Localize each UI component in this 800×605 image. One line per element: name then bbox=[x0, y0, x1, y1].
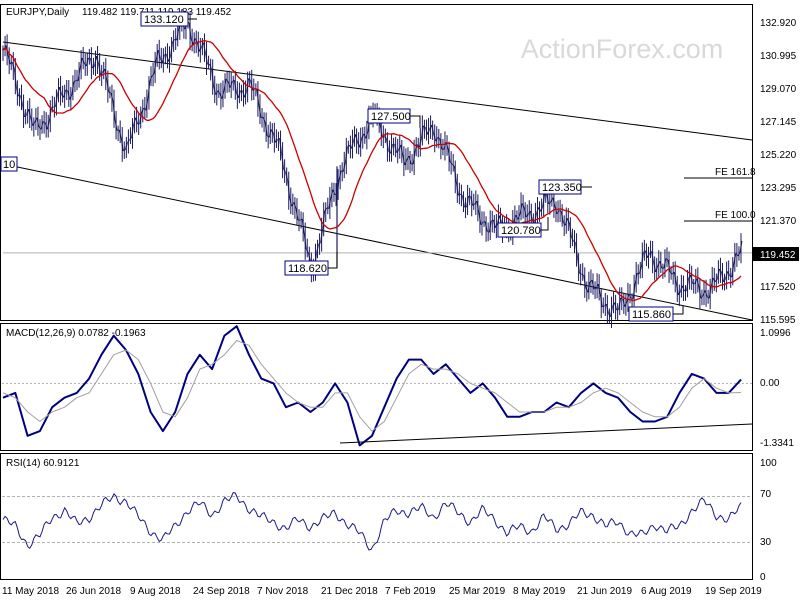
fe-100-label: FE 100.0 bbox=[715, 210, 756, 221]
candle-body bbox=[109, 92, 111, 93]
candle-body bbox=[617, 309, 619, 310]
chart-symbol: EURJPY,Daily bbox=[6, 7, 69, 18]
candle-body bbox=[52, 107, 54, 108]
x-tick-label: 9 Aug 2018 bbox=[130, 586, 181, 597]
rsi-tick-0: 0 bbox=[760, 572, 766, 583]
price-tick-label: 117.520 bbox=[760, 282, 796, 293]
fe-161-8-label: FE 161.8 bbox=[715, 167, 756, 178]
annotation-label-clipped: 10 bbox=[3, 159, 15, 171]
last-price-label: 119.452 bbox=[760, 250, 796, 261]
watermark: ActionForex.com bbox=[521, 34, 724, 64]
candle-body bbox=[117, 130, 119, 131]
price-tick-label: 132.920 bbox=[760, 18, 797, 29]
rsi-tick-70: 70 bbox=[760, 489, 772, 500]
price-tick-label: 115.595 bbox=[760, 315, 796, 326]
price-tick-label: 123.295 bbox=[760, 183, 797, 194]
annotation-label-127-500: 127.500 bbox=[371, 111, 411, 123]
annotation-label-123-350: 123.350 bbox=[542, 182, 582, 194]
candle-body bbox=[19, 95, 21, 96]
annotation-label-133-120: 133.120 bbox=[144, 14, 184, 26]
rsi-tick-30: 30 bbox=[760, 537, 772, 548]
x-tick-label: 8 May 2019 bbox=[513, 586, 566, 597]
price-tick-label: 129.070 bbox=[760, 84, 797, 95]
candle-body bbox=[469, 196, 471, 197]
x-tick-label: 19 Sep 2019 bbox=[705, 586, 762, 597]
annotation-label-120-780: 120.780 bbox=[501, 225, 541, 237]
rsi-tick-100: 100 bbox=[760, 458, 777, 469]
macd-tick-bottom: -1.3341 bbox=[760, 438, 794, 449]
x-tick-label: 26 Jun 2018 bbox=[66, 586, 121, 597]
x-tick-label: 24 Sep 2018 bbox=[193, 586, 250, 597]
price-tick-label: 130.995 bbox=[760, 51, 797, 62]
x-tick-label: 6 Aug 2019 bbox=[641, 586, 692, 597]
candle-body bbox=[175, 39, 177, 40]
candle-body bbox=[327, 208, 329, 209]
annotation-label-115-860: 115.860 bbox=[632, 309, 671, 321]
x-tick-label: 25 Mar 2019 bbox=[449, 586, 506, 597]
candle-body bbox=[602, 306, 604, 307]
macd-title: MACD(12,26,9) 0.0782 -0.1963 bbox=[6, 328, 146, 339]
price-tick-label: 125.220 bbox=[760, 150, 797, 161]
price-tick-label: 121.370 bbox=[760, 216, 797, 227]
price-tick-label: 127.145 bbox=[760, 117, 797, 128]
candle-body bbox=[483, 222, 485, 223]
candle-body bbox=[559, 211, 561, 212]
x-tick-label: 7 Feb 2019 bbox=[385, 586, 436, 597]
x-tick-label: 11 May 2018 bbox=[2, 586, 60, 597]
x-tick-label: 21 Dec 2018 bbox=[321, 586, 378, 597]
candle-body bbox=[341, 171, 343, 172]
candle-body bbox=[637, 273, 639, 274]
annotation-label-118-620: 118.620 bbox=[288, 263, 327, 275]
rsi-title: RSI(14) 60.9121 bbox=[6, 458, 80, 469]
x-tick-label: 7 Nov 2018 bbox=[257, 586, 309, 597]
macd-tick-top: 1.0996 bbox=[760, 328, 791, 339]
candle-body bbox=[580, 273, 582, 274]
candle-body bbox=[261, 117, 263, 118]
x-tick-label: 21 Jun 2019 bbox=[577, 586, 632, 597]
macd-tick-zero: 0.00 bbox=[760, 378, 780, 389]
